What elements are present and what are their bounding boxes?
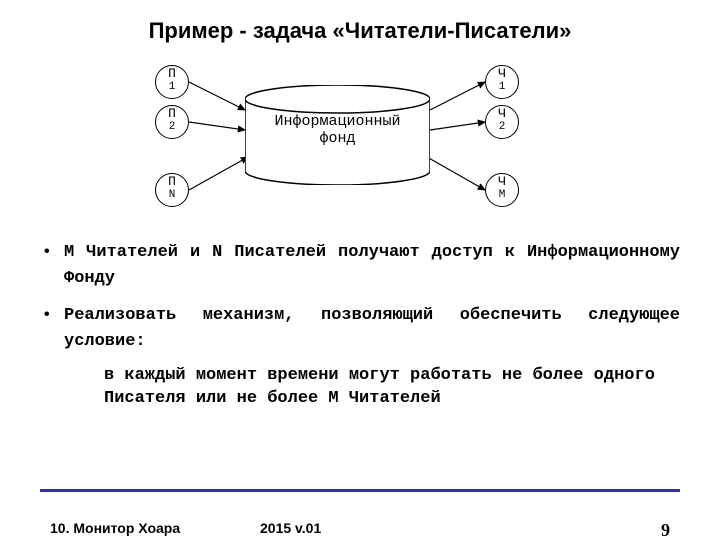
actor-subscript: 1: [156, 82, 188, 93]
title-text: Пример - задача «Читатели-Писатели»: [149, 18, 572, 43]
footer-rule: [40, 489, 680, 492]
condition-text: в каждый момент времени могут работать н…: [104, 365, 680, 411]
actor-letter: Ч: [486, 175, 518, 188]
bullet-2: Реализовать механизм, позволяющий обеспе…: [40, 303, 680, 356]
cyl-label-line2: фонд: [319, 130, 355, 147]
bullet-1: M Читателей и N Писателей получают досту…: [40, 240, 680, 293]
page-title: Пример - задача «Читатели-Писатели»: [0, 18, 720, 44]
reader-node: Ч2: [485, 105, 519, 139]
writer-node: П1: [155, 65, 189, 99]
actor-letter: П: [156, 107, 188, 120]
actor-subscript: 1: [486, 82, 518, 93]
footer-page-number: 9: [661, 520, 670, 541]
actor-letter: Ч: [486, 67, 518, 80]
actor-subscript: 2: [486, 122, 518, 133]
reader-node: Ч1: [485, 65, 519, 99]
bullet-list: M Читателей и N Писателей получают досту…: [40, 240, 680, 411]
diagram-area: Информационный фонд П1П2ПNЧ1Ч2ЧM: [0, 55, 720, 230]
actor-subscript: M: [486, 190, 518, 201]
cylinder-label: Информационный фонд: [245, 113, 430, 147]
actor-subscript: N: [156, 190, 188, 201]
actor-letter: Ч: [486, 107, 518, 120]
reader-node: ЧM: [485, 173, 519, 207]
info-store-cylinder: Информационный фонд: [245, 85, 430, 185]
actor-letter: П: [156, 175, 188, 188]
writer-node: ПN: [155, 173, 189, 207]
actor-letter: П: [156, 67, 188, 80]
footer-mid: 2015 v.01: [260, 520, 321, 536]
footer-left: 10. Монитор Хоара: [50, 520, 180, 536]
actor-subscript: 2: [156, 122, 188, 133]
writer-node: П2: [155, 105, 189, 139]
cyl-label-line1: Информационный: [274, 113, 400, 130]
